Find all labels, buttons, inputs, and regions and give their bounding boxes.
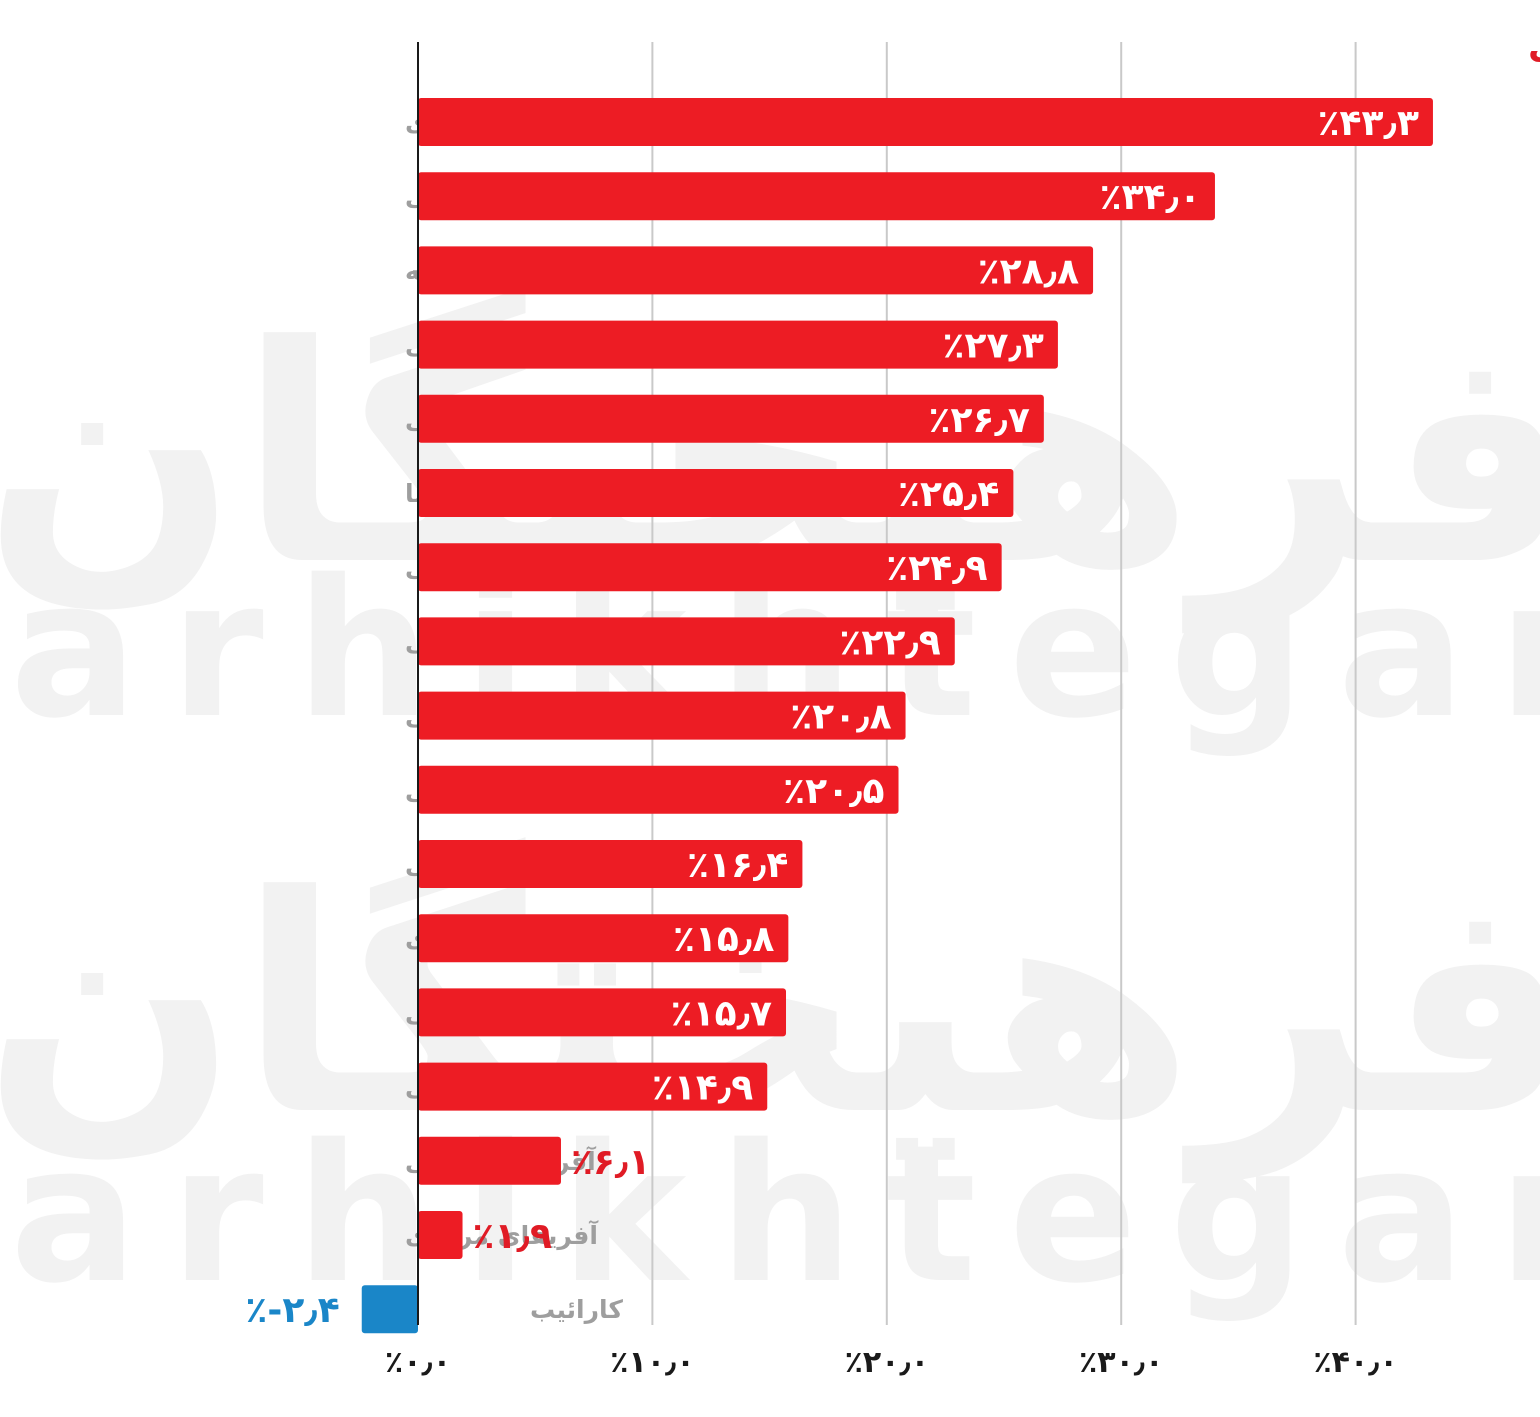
bar bbox=[418, 617, 955, 666]
bar bbox=[418, 765, 899, 814]
x-tick-label: ٪۱۰٫۰ bbox=[610, 1345, 694, 1380]
x-tick-label: ٪۳۰٫۰ bbox=[1079, 1345, 1163, 1380]
value-label: ٪۱۶٫۴ bbox=[687, 845, 788, 886]
value-label: ٪۶٫۱ bbox=[571, 1142, 650, 1183]
value-label: ٪۲۵٫۴ bbox=[898, 474, 999, 515]
bar bbox=[418, 1136, 561, 1185]
bar bbox=[418, 172, 1215, 221]
value-label: ٪۲۴٫۹ bbox=[886, 548, 987, 589]
value-label: ٪۱۴٫۹ bbox=[652, 1068, 753, 1109]
value-label: ٪۲۶٫۷ bbox=[928, 400, 1029, 441]
value-label: ٪۴۳٫۳ bbox=[1318, 103, 1419, 144]
watermark-latin-bottom: farhikhtegan bbox=[0, 1104, 1540, 1325]
value-label: ٪۱۵٫۸ bbox=[673, 919, 774, 960]
bar bbox=[418, 840, 803, 888]
bar bbox=[418, 1062, 768, 1111]
x-tick-label: ٪۴۰٫۰ bbox=[1313, 1345, 1397, 1380]
bar bbox=[418, 469, 1014, 517]
bar bbox=[418, 98, 1433, 146]
x-axis: ٪۰٫۰ ٪۱۰٫۰ ٪۲۰٫۰ ٪۳۰٫۰ ٪۴۰٫۰ bbox=[385, 42, 1398, 1380]
x-tick-label: ٪۰٫۰ bbox=[385, 1345, 451, 1380]
x-tick-label: ٪۲۰٫۰ bbox=[845, 1345, 929, 1380]
value-label: ٪۲۰٫۸ bbox=[790, 697, 891, 738]
value-label: ٪۳۴٫۰ bbox=[1100, 177, 1201, 218]
value-label: ٪۱٫۹ bbox=[473, 1216, 552, 1257]
value-label: ٪۱۵٫۷ bbox=[671, 993, 772, 1034]
bar bbox=[418, 691, 906, 740]
value-label: ٪۲۷٫۳ bbox=[943, 326, 1044, 367]
bar bbox=[418, 320, 1058, 369]
bar bbox=[418, 1211, 463, 1259]
bar bbox=[418, 543, 1002, 592]
bar bbox=[418, 246, 1094, 295]
category-label: کارائیب bbox=[530, 1295, 623, 1324]
bar bbox=[418, 914, 789, 963]
value-label: ٪۲۰٫۵ bbox=[783, 771, 884, 812]
value-label: ٪۲۸٫۸ bbox=[978, 251, 1079, 292]
bar bbox=[361, 1285, 418, 1334]
value-label: ٪۲۲٫۹ bbox=[839, 622, 940, 663]
chart-title: رشد اکوسیستم استارتاپی در نقاط مختلف قار… bbox=[1528, 26, 1540, 67]
bars: آسیای مرکزی٪۴۳٫۳آسیای شرقی٪۳۴٫۰خاورمیانه… bbox=[245, 98, 1433, 1334]
bar bbox=[418, 394, 1044, 443]
bar bbox=[418, 988, 787, 1037]
value-label: ٪-۲٫۴ bbox=[245, 1290, 339, 1331]
